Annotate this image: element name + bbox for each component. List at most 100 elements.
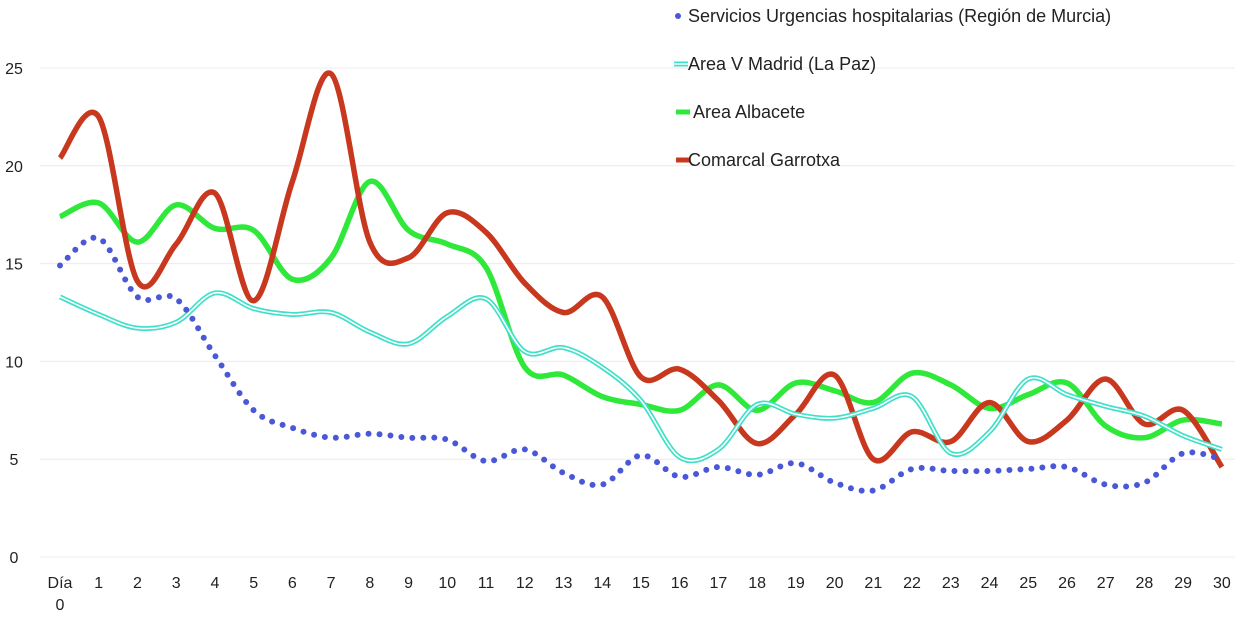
data-point [292,279,293,280]
data-point [369,332,370,333]
data-point [679,476,680,477]
data-point [679,369,680,370]
data-point [912,396,913,397]
data-point [563,312,564,313]
data-point [602,367,603,368]
data-point [408,343,409,344]
data-point [253,410,254,411]
data-point [1066,394,1067,395]
data-point [331,437,332,438]
data-point [331,73,332,74]
data-point [1183,435,1184,436]
x-tick-label: 13 [555,575,573,592]
data-point [486,461,487,462]
data-point [1221,423,1222,424]
data-point [1105,406,1106,407]
data-point [137,328,138,329]
x-tick-label: 1 [94,575,103,592]
data-point [408,257,409,258]
data-point [447,316,448,317]
data-point [292,427,293,428]
data-point [369,242,370,243]
data-point [757,474,758,475]
x-tick-label: 12 [516,575,534,592]
data-point [795,463,796,464]
data-point [679,457,680,458]
data-point [447,439,448,440]
data-point [408,230,409,231]
data-point [757,410,758,411]
data-point [718,467,719,468]
legend-item: Comarcal Garrotxa [676,150,841,170]
y-tick-label: 25 [5,61,23,78]
series-0 [57,234,1225,495]
x-tick-label: 24 [981,575,999,592]
data-point [1183,420,1184,421]
y-tick-label: 10 [5,354,23,371]
data-point [60,157,61,158]
data-point [795,414,796,415]
legend-label: Area Albacete [693,102,805,122]
data-point [834,375,835,376]
data-point [486,267,487,268]
data-point [1221,467,1222,468]
x-tick-label: 21 [864,575,882,592]
data-point [137,296,138,297]
data-point [176,298,177,299]
series-line [57,70,1225,469]
data-point [292,181,293,182]
data-point [834,482,835,483]
x-tick-label: 30 [1213,575,1231,592]
data-point [176,204,177,205]
x-tick-label: 9 [404,575,413,592]
y-tick-label: 15 [5,257,23,274]
data-point [640,455,641,456]
data-point [950,441,951,442]
x-tick-label: 18 [748,575,766,592]
x-tick-label: 5 [249,575,258,592]
data-point [1105,484,1106,485]
data-point [912,468,913,469]
data-point [331,312,332,313]
data-point [1066,467,1067,468]
data-point [1183,453,1184,454]
data-point [912,431,913,432]
data-point [1105,425,1106,426]
data-point [718,400,719,401]
x-tick-label: 14 [593,575,611,592]
x-tick-label: 29 [1174,575,1192,592]
series-2 [58,178,1223,441]
data-point [98,238,99,239]
x-tick-label: 11 [478,575,495,592]
data-point [214,193,215,194]
x-tick-label: 26 [1058,575,1076,592]
legend-label: Servicios Urgencias hospitalarias (Regió… [688,6,1111,26]
x-tick-label: 23 [942,575,960,592]
data-point [950,384,951,385]
series-line [58,178,1223,441]
data-point [98,314,99,315]
x-tick-label: 7 [327,575,336,592]
data-point [1066,382,1067,383]
data-point [1028,394,1029,395]
x-tick-label: 19 [787,575,805,592]
data-point [253,230,254,231]
data-point [679,410,680,411]
data-point [214,355,215,356]
x-tick-label: 16 [671,575,689,592]
x-tick-label: 27 [1097,575,1115,592]
data-point [1144,423,1145,424]
x-tick-label: 3 [172,575,181,592]
x-tick-label: 20 [826,575,844,592]
data-point [563,472,564,473]
data-point [447,212,448,213]
x-tick-label: 6 [288,575,297,592]
data-point [718,384,719,385]
data-point [447,244,448,245]
data-point [524,283,525,284]
data-point [176,322,177,323]
legend-label: Comarcal Garrotxa [688,150,841,170]
data-point [640,400,641,401]
y-tick-label: 5 [10,452,19,469]
